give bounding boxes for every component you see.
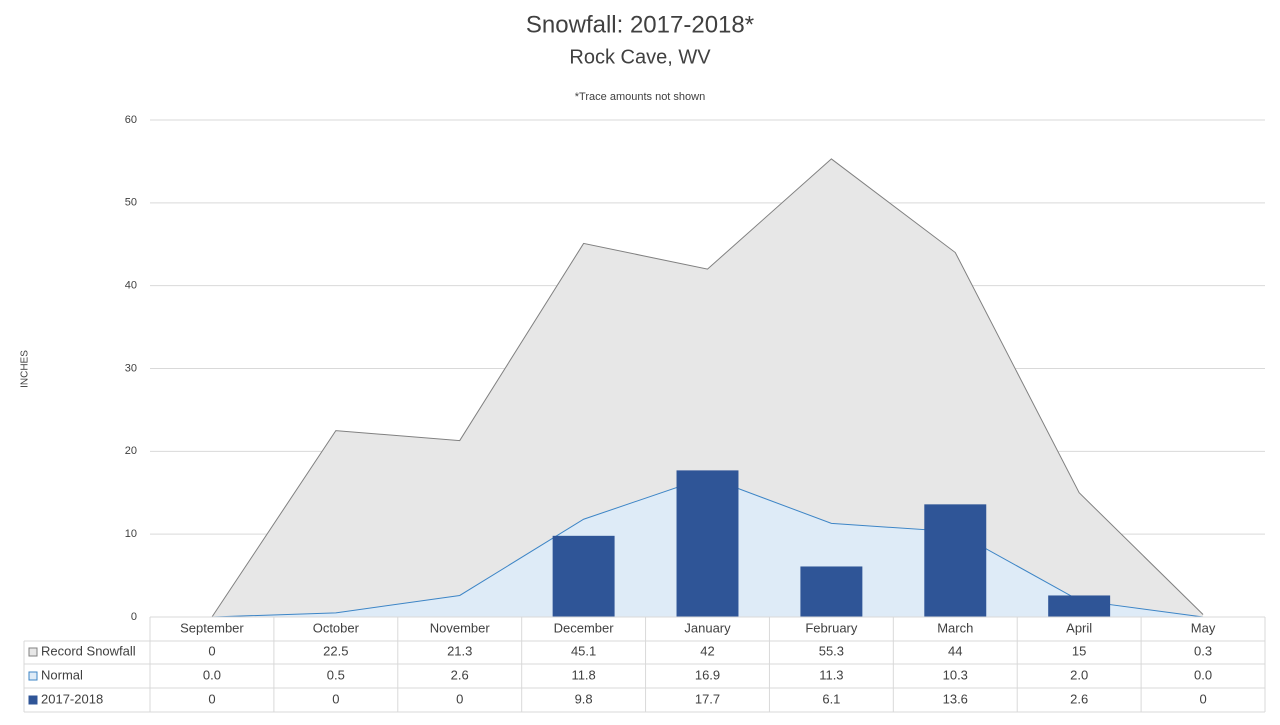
table-value: 0.0: [203, 667, 221, 682]
legend-label: Normal: [41, 667, 83, 682]
legend-swatch: [28, 695, 38, 705]
x-tick-label: October: [313, 620, 360, 635]
annotation: *Trace amounts not shown: [575, 91, 705, 103]
bar: [1048, 595, 1111, 617]
bar: [800, 566, 863, 617]
table-value: 2.6: [451, 667, 469, 682]
x-tick-label: December: [554, 620, 615, 635]
x-tick-label: January: [684, 620, 731, 635]
table-value: 13.6: [943, 691, 968, 706]
table-value: 22.5: [323, 643, 348, 658]
y-tick-label: 30: [125, 362, 137, 374]
y-tick-label: 50: [125, 197, 137, 209]
table-value: 0: [1199, 691, 1206, 706]
x-tick-label: September: [180, 620, 244, 635]
bar: [552, 535, 615, 617]
table-value: 16.9: [695, 667, 720, 682]
table-value: 21.3: [447, 643, 472, 658]
x-tick-label: April: [1066, 620, 1092, 635]
y-tick-label: 0: [131, 611, 137, 623]
legend-swatch: [28, 647, 38, 657]
area: [211, 158, 1204, 617]
legend-swatch: [28, 671, 38, 681]
legend-label: Record Snowfall: [41, 643, 136, 658]
chart-title: Snowfall: 2017-2018*: [526, 11, 754, 38]
table-value: 42: [700, 643, 714, 658]
y-tick-label: 60: [125, 114, 137, 126]
x-tick-label: May: [1191, 620, 1216, 635]
table-value: 11.3: [819, 667, 843, 682]
table-value: 2.6: [1070, 691, 1088, 706]
table-value: 0: [208, 691, 215, 706]
chart-subtitle: Rock Cave, WV: [569, 46, 711, 68]
table-value: 0.3: [1194, 643, 1212, 658]
table-value: 0: [456, 691, 463, 706]
y-axis-label: INCHES: [20, 350, 31, 388]
table-value: 2.0: [1070, 667, 1088, 682]
bar: [676, 470, 739, 617]
bar: [924, 504, 987, 617]
x-tick-label: November: [430, 620, 491, 635]
table-value: 55.3: [819, 643, 844, 658]
table-value: 15: [1072, 643, 1086, 658]
table-value: 0: [332, 691, 339, 706]
area-line: [211, 158, 1204, 618]
x-tick-label: March: [937, 620, 973, 635]
table-value: 17.7: [695, 691, 720, 706]
table-value: 9.8: [575, 691, 593, 706]
table-value: 44: [948, 643, 962, 658]
table-value: 6.1: [822, 691, 840, 706]
table-value: 10.3: [943, 667, 968, 682]
y-tick-label: 40: [125, 280, 137, 292]
table-value: 0: [208, 643, 215, 658]
table-value: 45.1: [571, 643, 596, 658]
y-tick-label: 20: [125, 445, 137, 457]
x-tick-label: February: [805, 620, 858, 635]
legend-label: 2017-2018: [41, 691, 103, 706]
table-value: 0.5: [327, 667, 345, 682]
y-tick-label: 10: [125, 528, 137, 540]
table-value: 11.8: [571, 667, 595, 682]
table-value: 0.0: [1194, 667, 1212, 682]
